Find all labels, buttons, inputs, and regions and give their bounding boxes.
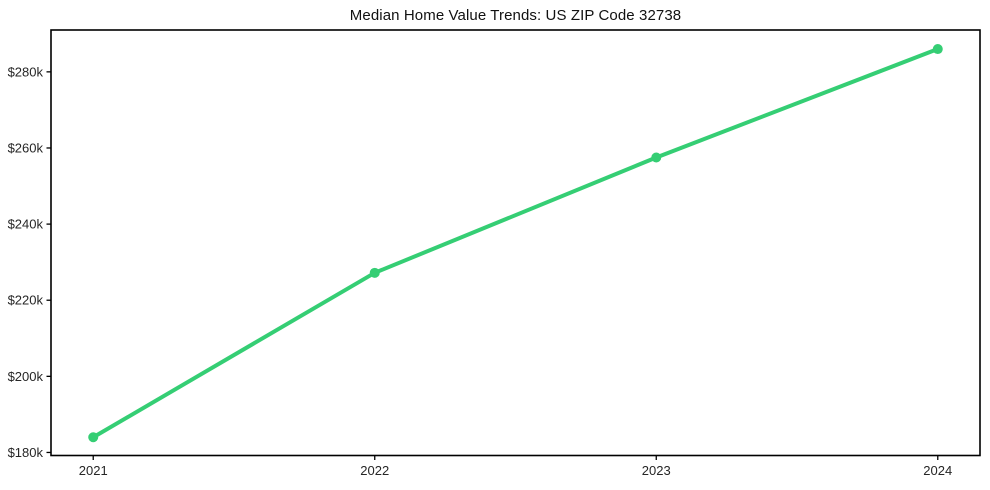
data-point-marker [651,152,662,163]
x-axis-tick-label: 2023 [642,463,671,478]
x-axis-tick-label: 2024 [923,463,952,478]
plot-frame [50,29,981,457]
chart-title: Median Home Value Trends: US ZIP Code 32… [349,7,682,24]
y-axis-tick-label: $200k [8,369,44,384]
y-axis-tick-label: $240k [8,217,44,232]
y-axis-tick-label: $280k [8,64,44,79]
y-axis-tick-label: $260k [8,140,44,155]
y-axis-tick-label: $220k [8,293,44,308]
x-axis-tick-label: 2021 [79,463,108,478]
series-line [91,47,940,440]
y-axis-tick-label: $180k [8,445,44,460]
data-point-marker [88,432,99,443]
data-point-marker [369,267,380,278]
data-point-marker [932,44,943,55]
x-axis-tick-label: 2022 [360,463,389,478]
